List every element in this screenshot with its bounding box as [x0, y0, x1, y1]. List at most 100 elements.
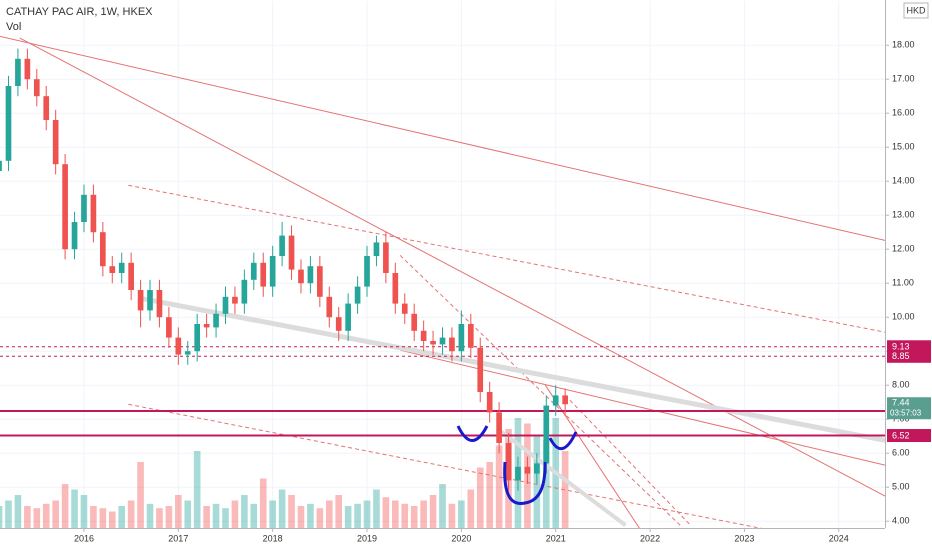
x-tick-label: 2016	[74, 533, 94, 543]
volume-bar	[297, 506, 305, 528]
volume-bar	[212, 503, 220, 528]
volume-bar	[401, 503, 409, 528]
candle-body	[401, 303, 408, 314]
volume-bar	[335, 495, 343, 528]
volume-bar	[495, 445, 503, 528]
y-tick-label: 5.00	[892, 482, 910, 492]
volume-bar	[241, 495, 248, 528]
volume-bar	[420, 500, 427, 528]
candle-body	[156, 290, 163, 318]
candle-body	[354, 286, 361, 304]
y-tick-label: 14.00	[892, 176, 915, 186]
volume-bar	[307, 503, 314, 528]
chart-title: CATHAY PAC AIR, 1W, HKEX	[6, 6, 153, 18]
candle-body	[260, 262, 267, 287]
volume-bar	[486, 462, 493, 528]
volume-bar	[561, 451, 569, 528]
candle-body	[147, 290, 153, 311]
x-tick-label: 2017	[168, 533, 188, 543]
candle-body	[392, 273, 399, 304]
candle-body	[562, 395, 568, 405]
candle-body	[137, 290, 144, 311]
trendline	[19, 37, 885, 497]
volume-bar	[250, 503, 258, 528]
currency: HKD	[906, 5, 926, 15]
x-tick-label: 2023	[734, 533, 754, 543]
candle-body	[288, 235, 295, 270]
candle-body	[250, 262, 257, 280]
candle-body	[279, 235, 285, 256]
annotation-arc	[548, 431, 578, 450]
volume-bar	[344, 506, 352, 528]
candle-body	[505, 443, 512, 481]
volume-bar	[458, 500, 465, 528]
last-price-tag	[887, 397, 931, 420]
volume-bar	[476, 467, 484, 528]
trendline	[399, 254, 681, 526]
x-tick-label: 2020	[451, 533, 471, 543]
candle-body	[307, 266, 314, 284]
candle-body	[552, 395, 559, 406]
candle-body	[383, 242, 389, 273]
trendline	[128, 403, 763, 528]
candle-body	[100, 232, 106, 267]
price-tag	[887, 349, 931, 363]
trendline	[569, 399, 691, 526]
countdown: 03:57:03	[890, 408, 922, 417]
candle-body	[534, 463, 540, 474]
volume-bar	[5, 500, 12, 528]
candle-body	[515, 466, 521, 481]
y-tick-label: 4.00	[892, 516, 910, 526]
price-tag-label: 9.13	[892, 342, 910, 352]
volume-bar	[24, 506, 31, 528]
volume-label: Vol	[6, 21, 21, 33]
candle-body	[222, 296, 229, 314]
volume-bar	[269, 500, 276, 528]
price-tag-label: 6.52	[892, 430, 910, 440]
candle-body	[373, 242, 380, 256]
candle-body	[118, 262, 125, 273]
candle-body	[213, 313, 219, 328]
volume-bar	[14, 495, 22, 528]
x-tick-label: 2021	[546, 533, 566, 543]
volume-bar	[429, 495, 437, 528]
candle-body	[33, 79, 40, 97]
y-tick-label: 13.00	[892, 210, 915, 220]
y-tick-label: 15.00	[892, 142, 915, 152]
candle-body	[496, 412, 502, 443]
x-tick-label: 2022	[640, 533, 660, 543]
volume-bar	[118, 506, 126, 528]
candle-body	[486, 392, 493, 413]
volume-bar	[193, 451, 201, 528]
trendline	[139, 295, 885, 443]
y-tick-label: 11.00	[892, 278, 914, 288]
candle-body	[317, 266, 323, 297]
trendline	[0, 35, 885, 241]
annotation-arc	[503, 461, 547, 505]
volume-bar	[71, 489, 78, 528]
candle-body	[430, 341, 436, 345]
volume-bar	[42, 503, 50, 528]
candle-body	[109, 266, 116, 273]
volume-bar	[392, 500, 399, 528]
volume-bar	[127, 500, 135, 528]
candle-body	[241, 279, 248, 304]
volume-bar	[137, 462, 144, 528]
volume-bar	[354, 503, 361, 528]
candle-body	[128, 262, 134, 290]
volume-bar	[363, 500, 371, 528]
volume-bar	[52, 500, 59, 528]
candle-body	[232, 296, 238, 304]
volume-bar	[288, 495, 295, 528]
volume-bar	[316, 508, 324, 528]
currency-box[interactable]	[903, 2, 929, 19]
y-tick-label: 8.00	[892, 380, 910, 390]
candle-body	[477, 347, 484, 392]
volume-bar	[108, 511, 116, 528]
y-tick-label: 16.00	[892, 108, 915, 118]
candle-body	[524, 466, 531, 474]
candle-body	[194, 324, 201, 352]
volume-bar	[80, 495, 88, 528]
candle-body	[81, 194, 87, 222]
candle-body	[458, 324, 465, 352]
